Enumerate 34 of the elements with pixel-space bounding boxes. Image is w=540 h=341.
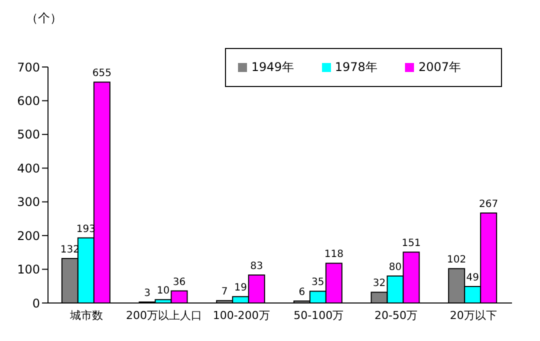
x-tick-label: 100-200万 — [212, 308, 270, 322]
y-tick-label: 0 — [32, 296, 40, 310]
data-label: 655 — [92, 68, 112, 80]
y-tick-label: 200 — [17, 228, 40, 243]
y-tick-label: 700 — [17, 60, 40, 74]
y-axis-title: （个） — [26, 10, 62, 27]
data-label: 151 — [402, 238, 421, 250]
legend-label: 1949年 — [251, 60, 294, 74]
x-tick-label: 200万以上人口 — [126, 308, 202, 322]
data-label: 80 — [388, 262, 402, 274]
y-tick-label: 500 — [17, 128, 40, 142]
data-label: 102 — [447, 254, 466, 266]
data-label: 7 — [221, 286, 228, 298]
legend-label: 1978年 — [334, 60, 378, 74]
data-label: 49 — [466, 272, 479, 284]
data-label: 36 — [172, 276, 186, 288]
y-tick-label: 100 — [17, 262, 40, 277]
legend-label: 2007年 — [418, 60, 461, 74]
data-label: 32 — [372, 278, 386, 290]
y-tick-label: 300 — [17, 195, 40, 210]
x-tick-label: 20万以下 — [450, 308, 497, 322]
x-tick-label: 50-100万 — [294, 308, 344, 322]
y-tick-label: 400 — [17, 161, 40, 176]
data-label: 3 — [144, 288, 150, 299]
data-label: 83 — [250, 261, 263, 272]
data-label: 10 — [156, 286, 170, 297]
x-tick-label: 20-50万 — [374, 308, 418, 322]
y-tick-label: 600 — [17, 94, 40, 108]
data-label: 6 — [298, 286, 306, 298]
x-tick-label: 城市数 — [69, 308, 104, 322]
data-label: 35 — [312, 277, 324, 288]
data-label: 19 — [234, 282, 247, 294]
data-label: 118 — [324, 249, 344, 260]
data-label: 267 — [479, 198, 498, 210]
